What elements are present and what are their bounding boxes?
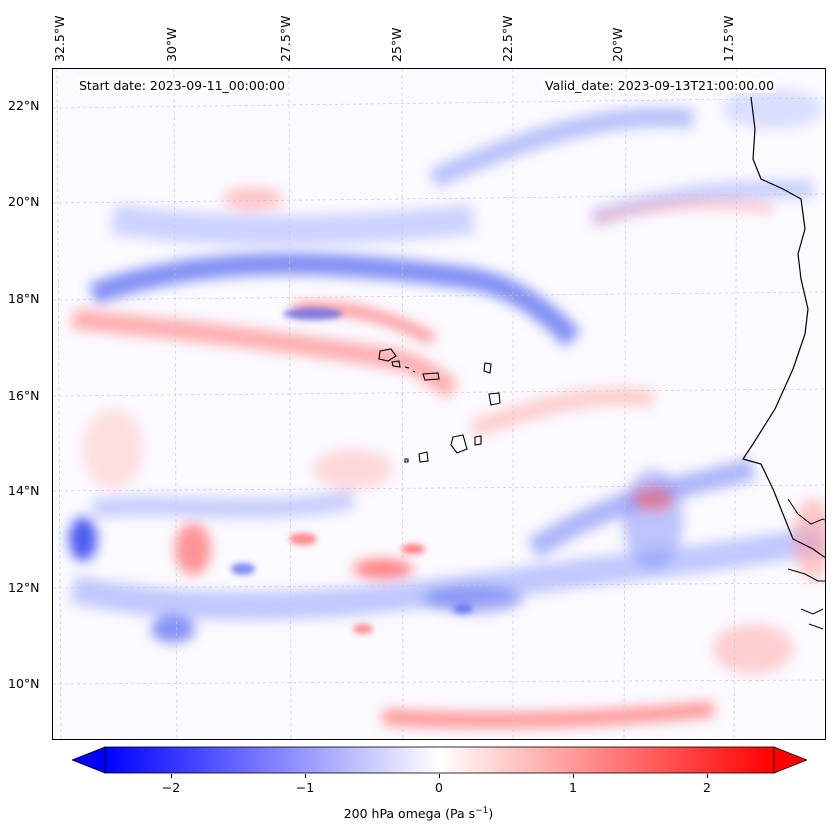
lat-label-12n: 12°N [8,580,40,595]
lon-label-32-5w: 32.5°W [52,15,67,62]
colorbar-max-extend [773,746,807,774]
lon-label-22-5w: 22.5°W [500,15,515,62]
cb-tick-mark-neg1 [305,774,306,778]
colorbar-label-close: ) [488,806,494,822]
cb-tick-neg1: −1 [295,780,315,795]
lon-label-25w: 25°W [389,27,404,62]
lat-label-20n: 20°N [8,194,40,209]
cb-tick-neg2: −2 [161,780,181,795]
cb-tick-0: 0 [435,780,443,795]
colorbar-label: 200 hPa omega (Pa s−1) [0,806,837,821]
omega-field-map [53,69,825,739]
africa-coastline [742,96,825,559]
colorbar-label-sup: −1 [475,806,489,816]
colorbar-label-text: 200 hPa omega (Pa s [343,806,476,822]
colorbar [72,746,807,774]
lon-label-30w: 30°W [164,27,179,62]
map-panel [52,68,826,740]
lat-label-18n: 18°N [8,291,40,306]
cb-tick-mark-2 [707,774,708,778]
start-date-label: Start date: 2023-09-11_00:00:00 [77,78,287,93]
cb-tick-mark-neg2 [171,774,172,778]
colorbar-min-extend [72,746,106,774]
omega-fine-detail [231,308,473,634]
cb-tick-mark-1 [573,774,574,778]
lon-label-17-5w: 17.5°W [721,15,736,62]
valid-date-label: Valid_date: 2023-09-13T21:00:00.00 [543,78,777,93]
graticule [53,69,825,739]
lat-label-22n: 22°N [8,98,40,113]
lon-label-20w: 20°W [610,27,625,62]
omega-blobs [69,89,825,729]
colorbar-gradient [104,746,775,774]
lon-label-27-5w: 27.5°W [278,15,293,62]
lat-label-16n: 16°N [8,388,40,403]
cb-tick-2: 2 [703,780,711,795]
cb-tick-1: 1 [569,780,577,795]
lat-label-14n: 14°N [8,483,40,498]
africa-coastline-detail [787,498,825,630]
cape-verde-islands [378,348,501,463]
cb-tick-mark-0 [439,774,440,778]
lat-label-10n: 10°N [8,676,40,691]
